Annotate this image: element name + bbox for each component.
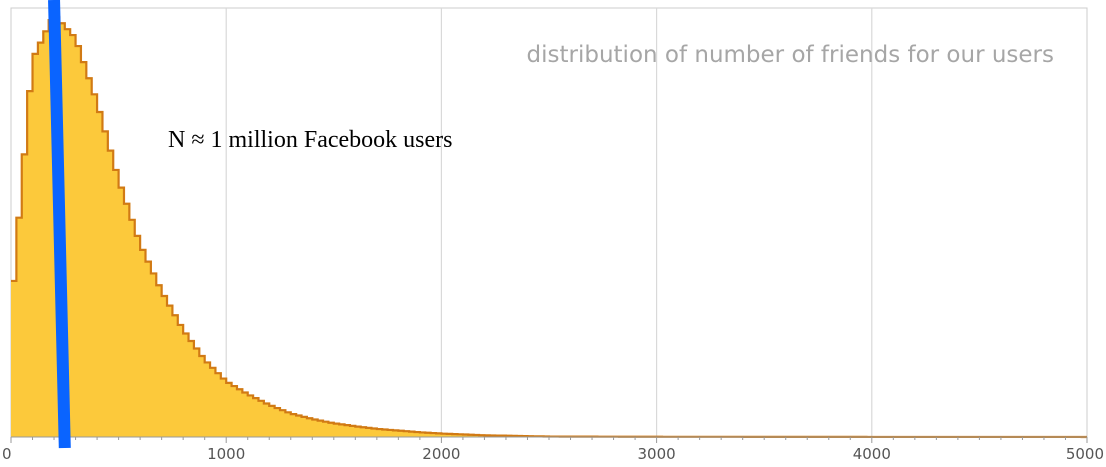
x-tick-label-3000: 3000 — [638, 445, 676, 463]
histogram-area — [11, 17, 1087, 438]
chart-title: distribution of number of friends for ou… — [527, 42, 1054, 68]
x-tick-label-4000: 4000 — [853, 445, 891, 463]
x-axis-ticks: 0 1000 2000 3000 4000 5000 — [2, 437, 1104, 463]
grid-lines — [225, 8, 873, 437]
x-tick-label-1000: 1000 — [207, 445, 245, 463]
x-tick-label-2000: 2000 — [422, 445, 460, 463]
mean-marker-line — [48, 0, 71, 449]
x-tick-label-5000: 5000 — [1066, 445, 1104, 463]
x-tick-label-0: 0 — [2, 445, 12, 463]
sample-size-annotation: N ≈ 1 million Facebook users — [168, 127, 452, 153]
mean-marker-layer — [48, 0, 71, 449]
